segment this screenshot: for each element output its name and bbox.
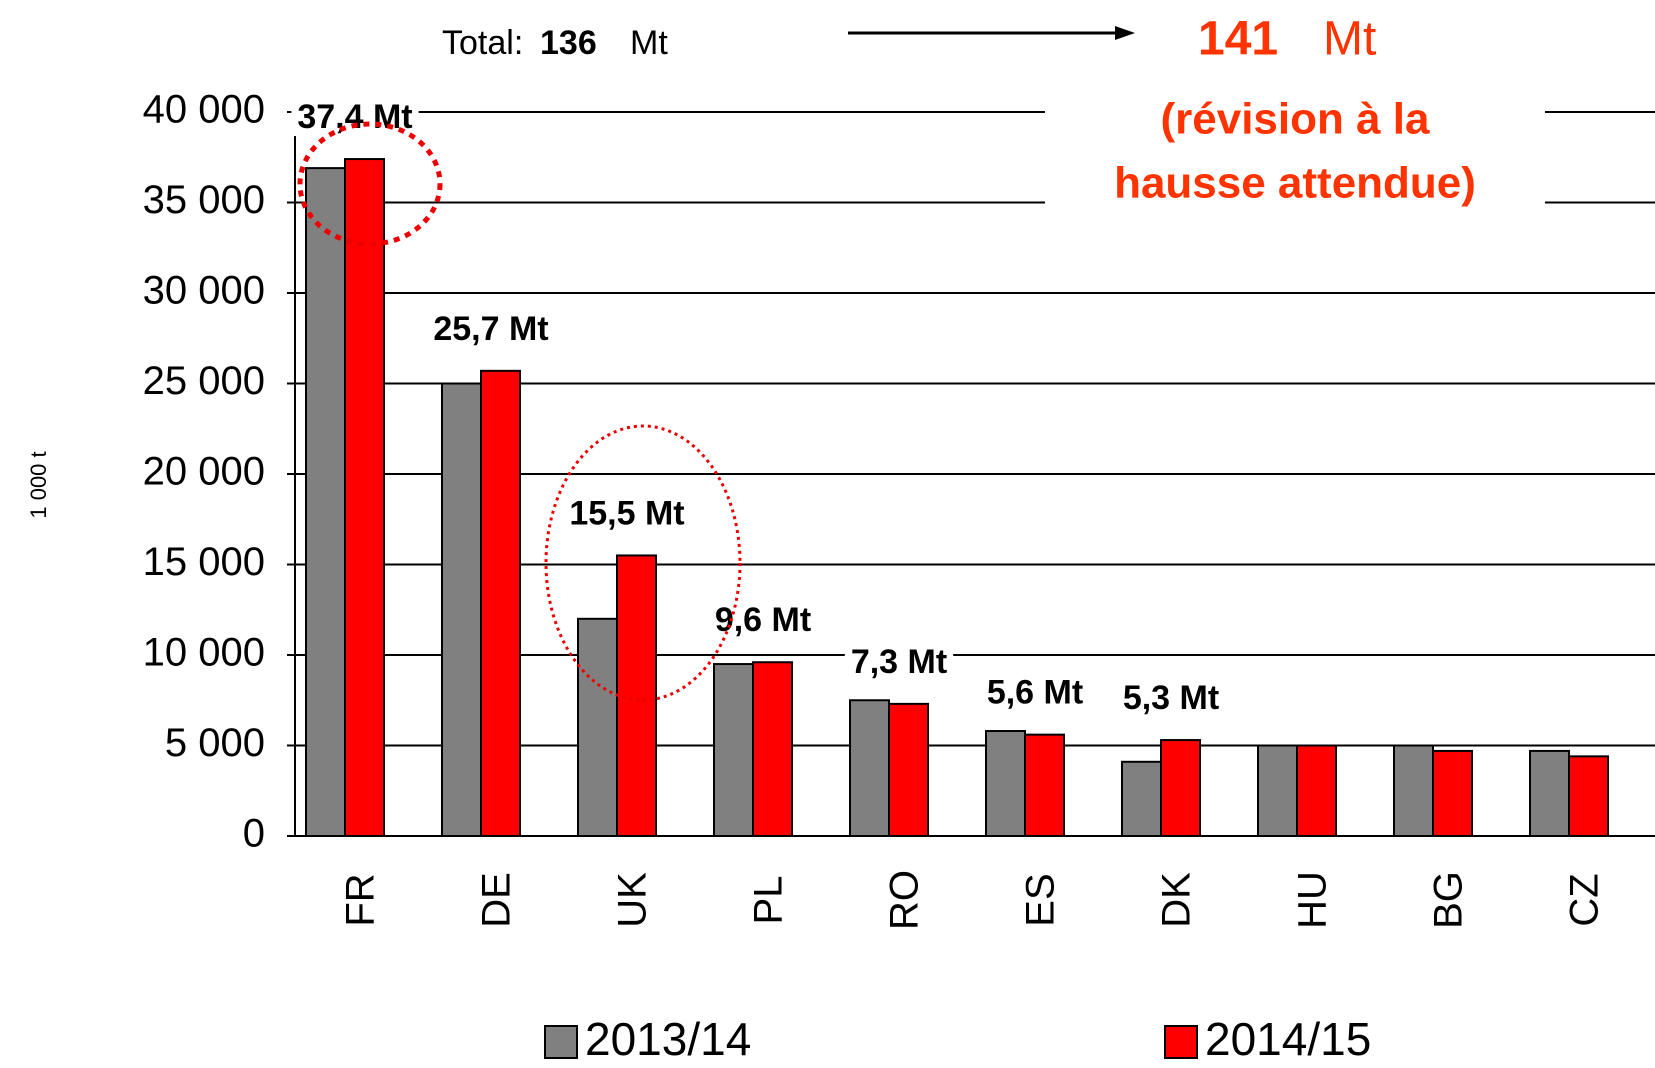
note: hausse attendue)	[1114, 159, 1476, 208]
total-prefix: Total:	[442, 24, 523, 62]
legend-label: 2013/14	[585, 1013, 751, 1065]
bar	[888, 702, 929, 837]
data-label-background	[1116, 679, 1226, 718]
x-tick-label: RO	[883, 870, 927, 930]
note-background	[1045, 90, 1545, 220]
bar	[1296, 744, 1337, 837]
x-tick-label: PL	[747, 876, 791, 925]
bar	[441, 382, 482, 837]
y-tick-label: 5 000	[165, 721, 265, 765]
total-before: 136	[540, 24, 597, 62]
data-label: 15,5 Mt	[569, 494, 684, 532]
y-tick-label: 15 000	[143, 540, 265, 584]
bar	[1568, 755, 1609, 837]
data-label: 25,7 Mt	[433, 310, 548, 348]
data-label-background	[563, 494, 691, 533]
data-label-background	[844, 642, 954, 681]
x-tick-label: DE	[475, 872, 519, 928]
bar	[1121, 760, 1162, 837]
y-tick-label: 35 000	[143, 178, 265, 222]
y-tick-label: 30 000	[143, 269, 265, 313]
data-label: 37,4 Mt	[297, 98, 412, 136]
bar	[1257, 744, 1298, 837]
x-tick-label: BG	[1427, 871, 1471, 929]
highlight	[544, 424, 742, 702]
data-label: 5,3 Mt	[1123, 679, 1219, 717]
y-tick-label: 25 000	[143, 359, 265, 403]
data-label: 9,6 Mt	[715, 601, 811, 639]
x-tick-label: HU	[1291, 871, 1335, 929]
bar	[577, 617, 618, 837]
bar	[1160, 739, 1201, 838]
data-label-background	[291, 98, 419, 137]
y-tick-label: 0	[243, 812, 265, 856]
legend-swatch	[544, 1025, 578, 1059]
bar	[752, 661, 793, 837]
bar	[1393, 744, 1434, 837]
bar	[713, 663, 754, 837]
data-label-background	[980, 673, 1090, 712]
y-tick-label: 20 000	[143, 450, 265, 494]
data-label: 7,3 Mt	[851, 643, 947, 681]
legend-swatch	[1164, 1025, 1198, 1059]
data-label-background	[427, 309, 555, 348]
bar	[305, 167, 346, 838]
arrow-head	[1115, 26, 1135, 40]
y-axis-label: 1 000 t	[26, 451, 51, 518]
unit: Mt	[1323, 13, 1376, 66]
bar	[480, 369, 521, 837]
bar	[1432, 749, 1473, 837]
y-tick-label: 10 000	[143, 631, 265, 675]
x-tick-label: FR	[339, 873, 383, 926]
total-after: 141	[1198, 13, 1278, 66]
y-tick-label: 40 000	[143, 88, 265, 132]
legend-label: 2014/15	[1205, 1013, 1371, 1065]
bar	[849, 699, 890, 837]
note: (révision à la	[1160, 95, 1430, 144]
x-tick-label: DK	[1155, 872, 1199, 928]
x-tick-label: ES	[1019, 873, 1063, 926]
x-tick-label: CZ	[1563, 873, 1607, 926]
bar	[1024, 733, 1065, 838]
bar	[1529, 749, 1570, 837]
x-tick-label: UK	[611, 872, 655, 928]
unit: Mt	[630, 24, 668, 62]
bar	[344, 158, 385, 837]
highlight	[297, 121, 443, 247]
bar	[985, 730, 1026, 838]
data-label: 5,6 Mt	[987, 674, 1083, 712]
